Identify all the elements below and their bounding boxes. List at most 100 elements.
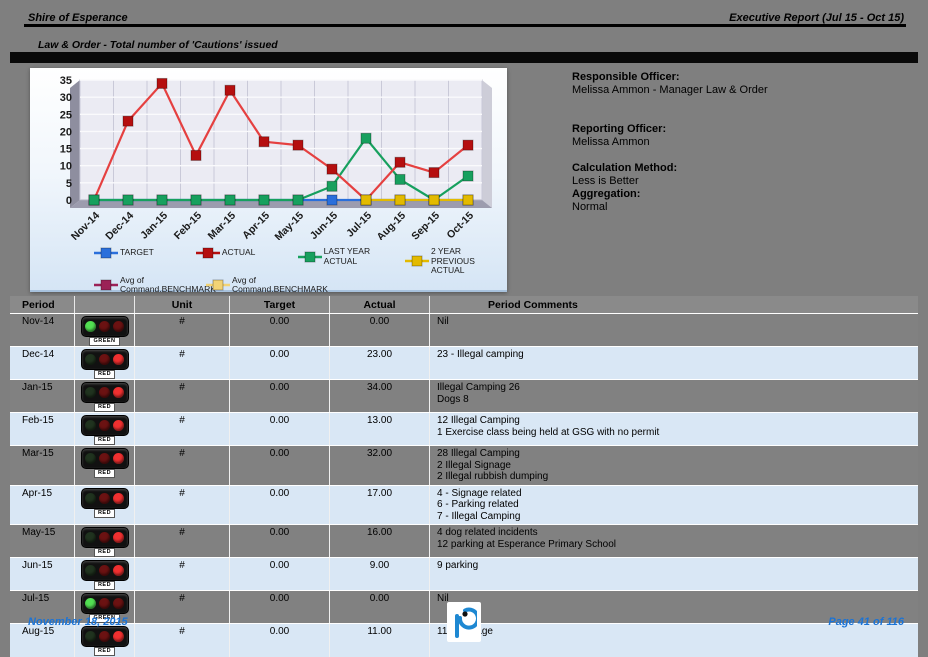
legend-label: ACTUAL bbox=[221, 247, 256, 258]
comment-line: 6 - Parking related bbox=[437, 499, 519, 510]
svg-text:Jul-15: Jul-15 bbox=[344, 210, 374, 240]
legend-item: Avg of Command.BENCHMARK bbox=[206, 275, 328, 295]
target-cell: 0.00 bbox=[230, 591, 330, 623]
period-cell: Jan-15 bbox=[10, 380, 75, 412]
svg-text:Dec-14: Dec-14 bbox=[103, 210, 136, 240]
section-title: Law & Order - Total number of 'Cautions'… bbox=[38, 39, 278, 51]
traffic-light-icon bbox=[80, 626, 129, 647]
period-cell: Mar-15 bbox=[10, 446, 75, 485]
table-row[interactable]: Jun-15 RED #0.00 9.00 9 parking bbox=[10, 558, 918, 591]
status-cell: GREEN bbox=[75, 314, 135, 346]
comment-line: 23 - Illegal camping bbox=[437, 349, 524, 360]
status-badge: RED bbox=[93, 581, 116, 590]
reporting-officer-value: Melissa Ammon bbox=[572, 136, 650, 148]
legend-item: Avg of Command.BENCHMARK bbox=[94, 275, 216, 295]
comment-line: 4 - Signage related bbox=[437, 487, 522, 499]
comments-cell: Illegal Camping 26 Dogs 8 bbox=[430, 380, 918, 412]
target-cell: 0.00 bbox=[230, 558, 330, 590]
target-cell: 0.00 bbox=[230, 485, 330, 524]
legend-marker-icon bbox=[94, 279, 118, 291]
period-cell: Aug-15 bbox=[10, 624, 75, 657]
actual-cell: 17.00 bbox=[330, 485, 430, 524]
target-cell: 0.00 bbox=[230, 314, 330, 346]
table-row[interactable]: Nov-14 GREEN #0.00 0.00 Nil bbox=[10, 314, 918, 347]
svg-text:0: 0 bbox=[66, 195, 72, 207]
svg-text:Apr-15: Apr-15 bbox=[240, 210, 272, 240]
comment-line: Illegal Camping 26 bbox=[437, 382, 520, 393]
comments-cell: 4 dog related incidents 12 parking at Esp… bbox=[430, 525, 918, 557]
svg-text:35: 35 bbox=[60, 75, 72, 87]
status-badge: RED bbox=[93, 647, 116, 656]
col-header-status bbox=[75, 296, 135, 313]
comment-line: 4 dog related incidents bbox=[437, 527, 538, 538]
comments-cell: 23 - Illegal camping bbox=[430, 347, 918, 379]
comment-line: Dogs 8 bbox=[437, 393, 469, 405]
unit-cell: # bbox=[135, 314, 230, 346]
svg-text:Jun-15: Jun-15 bbox=[308, 210, 341, 240]
period-cell: Jun-15 bbox=[10, 558, 75, 590]
comment-line: 12 Illegal Camping bbox=[437, 415, 520, 426]
period-table-header: Period Unit Target Actual Period Comment… bbox=[10, 296, 918, 314]
comments-cell: 11 - Signage Verbal cautions and move on… bbox=[430, 624, 918, 657]
cautions-line-chart: 0 5 10 15 20 25 30 35 Nov-14 Dec-14 Jan-15 Feb-15 Ma… bbox=[30, 68, 507, 245]
legend-row: Avg of Command.BENCHMARK Avg of Command.B… bbox=[94, 275, 498, 295]
unit-cell: # bbox=[135, 591, 230, 623]
table-row[interactable]: May-15 RED #0.00 16.00 4 dog related inciden… bbox=[10, 525, 918, 558]
comments-cell: Nil bbox=[430, 314, 918, 346]
status-cell: RED bbox=[75, 446, 135, 485]
table-row[interactable]: Dec-14 RED #0.00 23.00 23 - Illegal camping bbox=[10, 347, 918, 380]
comments-cell: 28 Illegal Camping 2 Illegal Signage 2 Ill… bbox=[430, 446, 918, 485]
target-cell: 0.00 bbox=[230, 525, 330, 557]
legend-item: LAST YEAR ACTUAL bbox=[297, 246, 405, 266]
svg-text:Nov-14: Nov-14 bbox=[69, 210, 102, 240]
status-badge: GREEN bbox=[89, 337, 120, 346]
col-header-period: Period bbox=[10, 296, 75, 313]
status-badge: RED bbox=[93, 508, 116, 518]
status-cell: RED bbox=[75, 485, 135, 524]
col-header-target: Target bbox=[230, 296, 330, 313]
legend-label: LAST YEAR ACTUAL bbox=[323, 246, 371, 266]
table-row[interactable]: Jan-15 RED #0.00 34.00 Illegal Camping 26 Dog… bbox=[10, 380, 918, 413]
legend-item: ACTUAL bbox=[195, 247, 298, 259]
table-row[interactable]: Mar-15 RED #0.00 32.00 28 Illegal Camping 2 I… bbox=[10, 446, 918, 486]
comments-cell: 4 - Signage related 6 - Parking related 7 … bbox=[430, 486, 918, 525]
svg-text:Oct-15: Oct-15 bbox=[445, 210, 477, 240]
legend-marker-icon bbox=[206, 279, 230, 291]
legend-label: Avg of Command.BENCHMARK bbox=[232, 274, 328, 294]
report-org-title: Shire of Esperance bbox=[28, 12, 128, 24]
legend-item: TARGET bbox=[94, 247, 196, 259]
legend-item: 2 YEAR PREVIOUS ACTUAL bbox=[404, 246, 498, 276]
svg-text:5: 5 bbox=[66, 178, 72, 190]
period-cell: May-15 bbox=[10, 525, 75, 557]
table-row[interactable]: Feb-15 RED #0.00 13.00 12 Illegal Camping 1 E… bbox=[10, 413, 918, 446]
actual-cell: 0.00 bbox=[330, 591, 430, 623]
legend-marker-icon bbox=[404, 255, 429, 267]
svg-text:Jan-15: Jan-15 bbox=[138, 210, 170, 240]
unit-cell: # bbox=[135, 413, 230, 445]
period-cell: Feb-15 bbox=[10, 413, 75, 445]
actual-cell: 13.00 bbox=[330, 413, 430, 445]
status-cell: GREEN bbox=[75, 591, 135, 623]
table-row[interactable]: Apr-15 RED #0.00 17.00 4 - Signage related 6 … bbox=[10, 485, 918, 525]
target-cell: 0.00 bbox=[230, 380, 330, 412]
unit-cell: # bbox=[135, 525, 230, 557]
comment-line: 1 Exercise class being held at GSG with … bbox=[437, 426, 660, 438]
comment-line bbox=[437, 649, 918, 657]
unit-cell: # bbox=[135, 485, 230, 524]
comment-line: 2 Illegal rubbish dumping bbox=[437, 471, 549, 482]
actual-cell: 23.00 bbox=[330, 347, 430, 379]
comment-line: 9 parking bbox=[437, 560, 479, 571]
comment-line: 2 Illegal Signage bbox=[437, 459, 511, 471]
period-cell: Dec-14 bbox=[10, 347, 75, 379]
traffic-light-icon bbox=[80, 316, 129, 337]
traffic-light-icon bbox=[80, 527, 129, 548]
cautions-chart-panel: 0 5 10 15 20 25 30 35 Nov-14 Dec-14 Jan-15 Feb-15 Ma… bbox=[30, 68, 507, 295]
target-cell: 0.00 bbox=[230, 446, 330, 485]
svg-text:30: 30 bbox=[60, 92, 72, 104]
target-cell: 0.00 bbox=[230, 413, 330, 445]
aggregation-value: Normal bbox=[572, 201, 608, 213]
status-badge: RED bbox=[93, 469, 116, 478]
legend-marker-icon bbox=[94, 247, 118, 259]
actual-cell: 0.00 bbox=[330, 314, 430, 346]
